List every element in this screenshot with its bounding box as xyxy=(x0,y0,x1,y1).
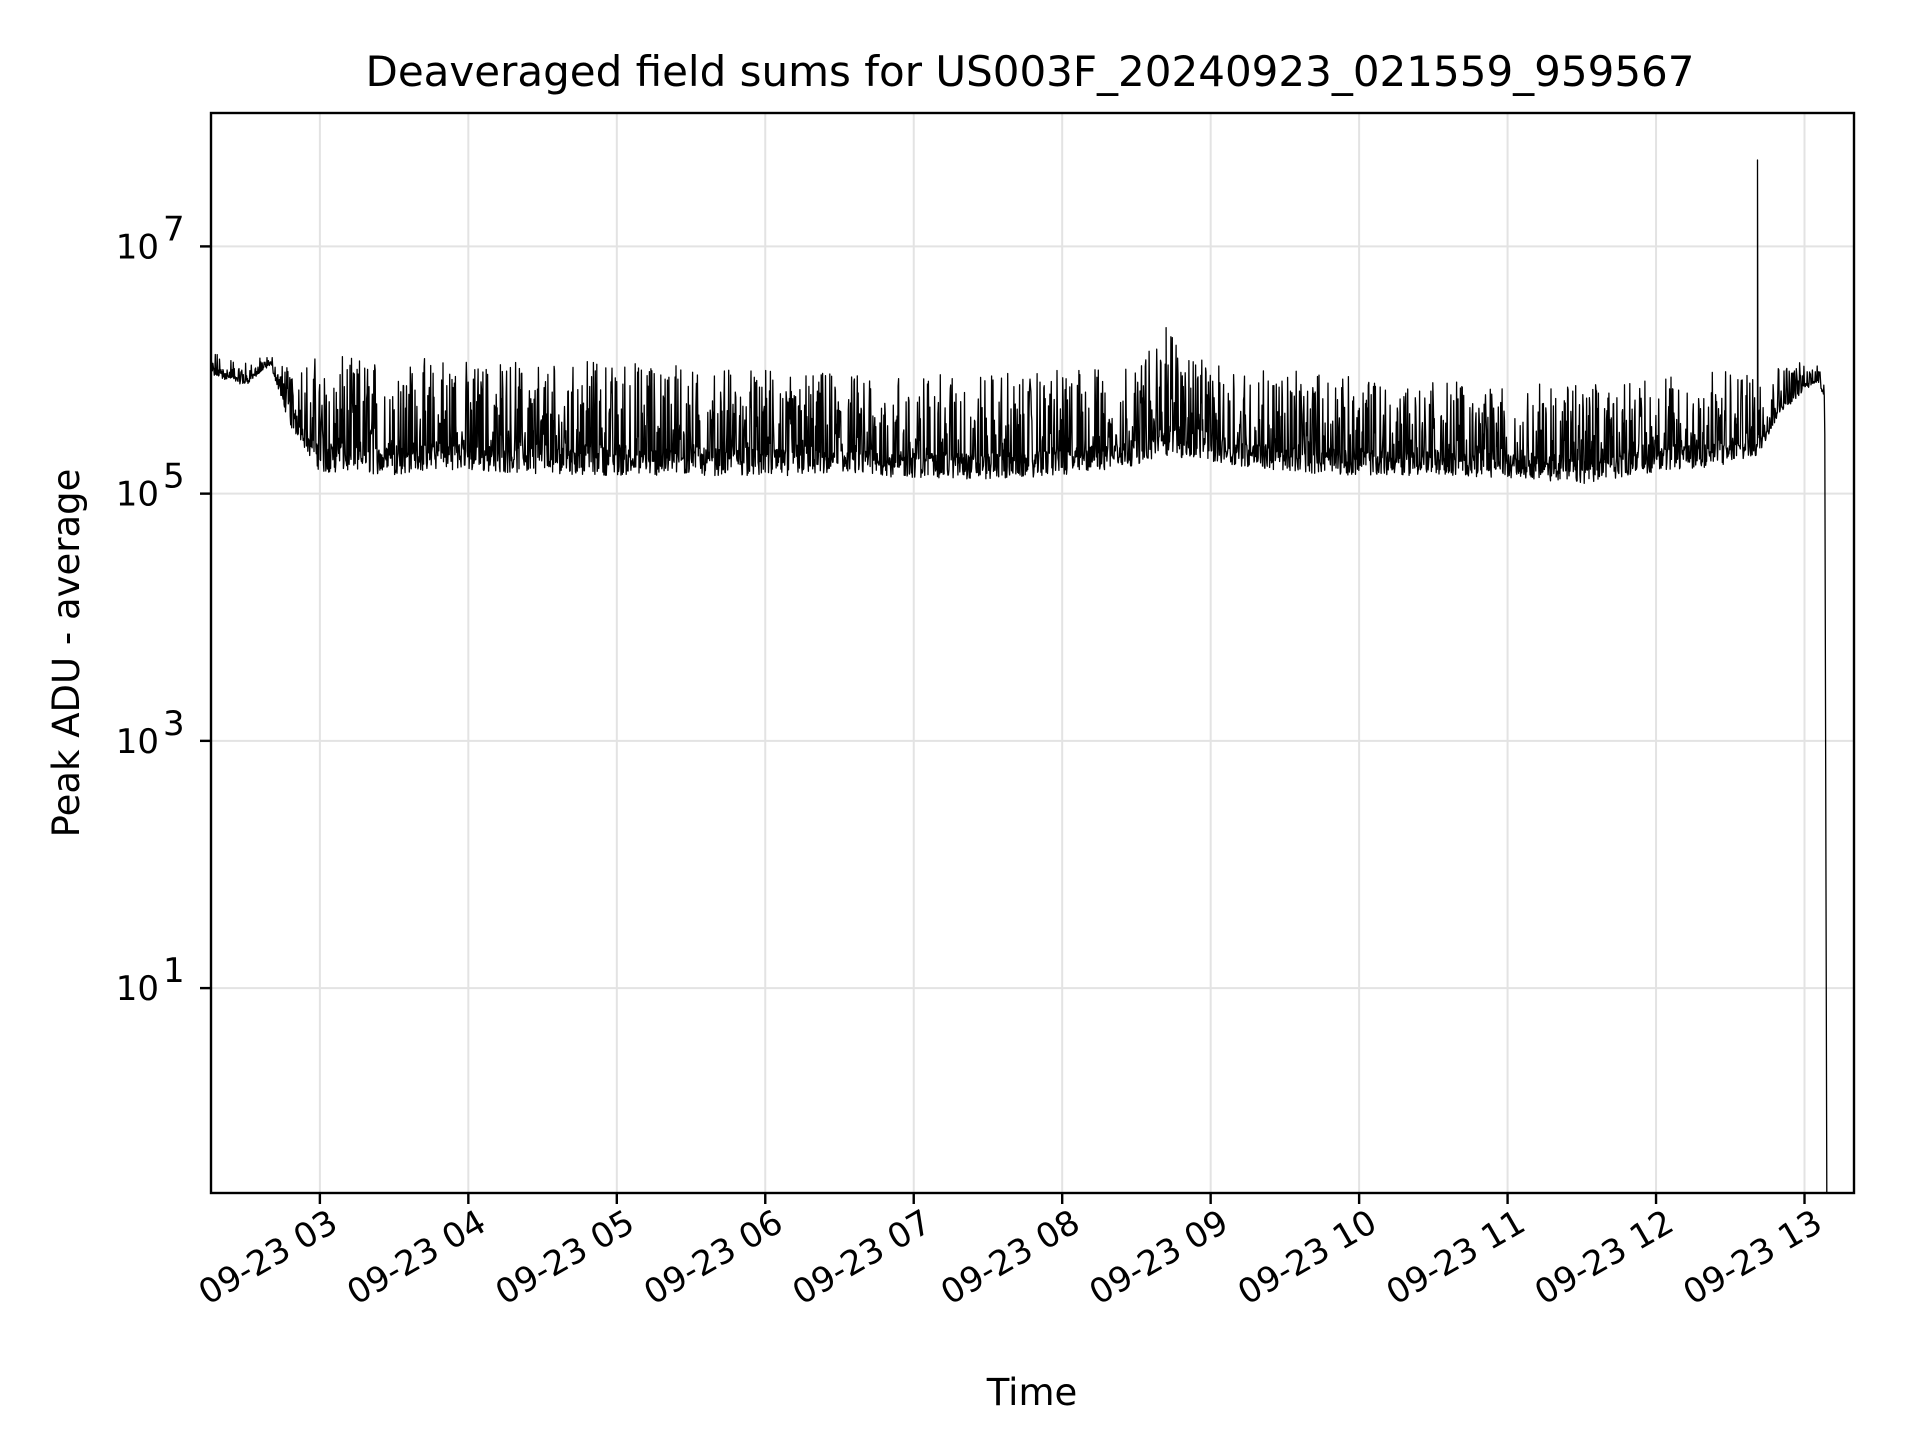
x-tick-label: 09-23 11 xyxy=(1380,1202,1532,1313)
chart-title: Deaveraged field sums for US003F_2024092… xyxy=(365,47,1694,96)
y-tick-label: 10 xyxy=(116,475,159,515)
y-tick-label: 10 xyxy=(116,227,159,267)
x-tick-label: 09-23 03 xyxy=(192,1202,344,1313)
x-tick-label: 09-23 09 xyxy=(1083,1202,1235,1313)
x-tick-label: 09-23 05 xyxy=(489,1202,641,1313)
x-axis-label: Time xyxy=(986,1371,1078,1414)
x-tick-label: 09-23 10 xyxy=(1231,1202,1383,1313)
y-axis-label: Peak ADU - average xyxy=(45,469,88,838)
y-tick-exponent: 3 xyxy=(163,704,185,744)
x-tick-label: 09-23 07 xyxy=(786,1202,938,1313)
grid-layer xyxy=(211,113,1854,1193)
y-tick-exponent: 7 xyxy=(163,209,185,249)
y-tick-label: 10 xyxy=(116,722,159,762)
series-line xyxy=(210,159,1828,1194)
x-tick-label: 09-23 06 xyxy=(637,1202,789,1313)
y-tick-exponent: 5 xyxy=(163,457,185,497)
x-tick-label: 09-23 04 xyxy=(340,1202,492,1313)
series-layer xyxy=(210,159,1828,1194)
x-tick-label: 09-23 13 xyxy=(1677,1202,1829,1313)
plot-frame xyxy=(209,111,1856,1195)
y-tick-label: 10 xyxy=(116,969,159,1009)
x-tick-label: 09-23 08 xyxy=(934,1202,1086,1313)
y-tick-exponent: 1 xyxy=(163,951,185,991)
x-tick-label: 09-23 12 xyxy=(1528,1202,1680,1313)
